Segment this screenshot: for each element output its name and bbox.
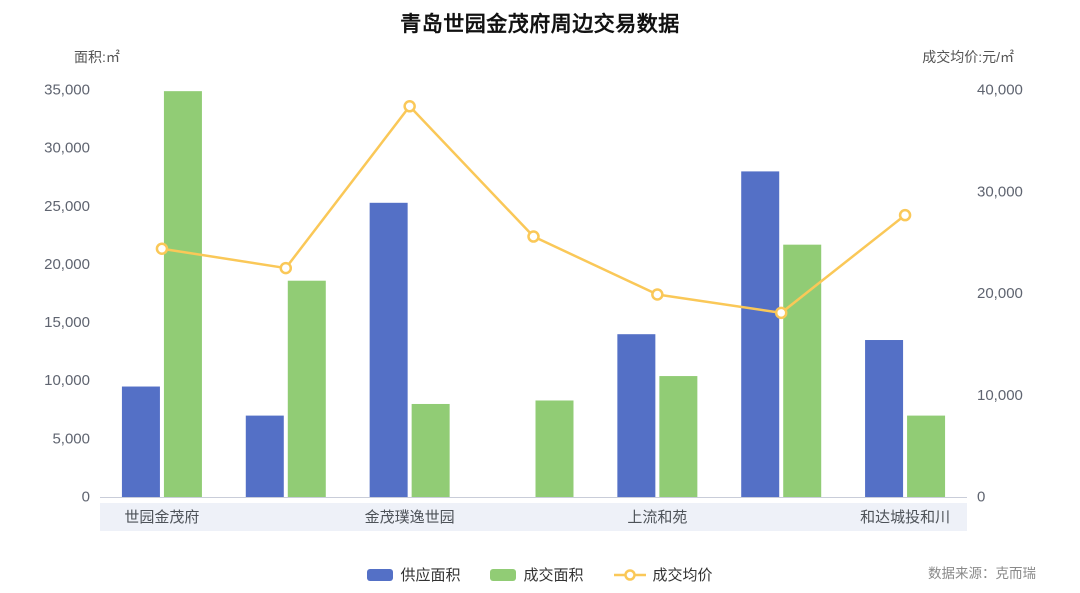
right-axis-tick-label: 10,000 — [977, 387, 1023, 404]
deal-area-bar — [783, 244, 822, 497]
price-legend-marker-icon — [613, 568, 646, 581]
left-axis-tick-label: 30,000 — [44, 140, 90, 157]
price-point-marker — [774, 306, 788, 320]
right-axis-unit-label: 成交均价:元/㎡ — [922, 49, 1014, 65]
price-point-marker — [403, 100, 416, 113]
legend-label-deal: 成交面积 — [523, 567, 584, 584]
x-axis-category-label: 上流和苑 — [627, 509, 687, 526]
supply-area-bar — [121, 386, 160, 497]
legend: 供应面积 成交面积 成交均价 — [0, 564, 1080, 585]
supply-area-bar — [865, 340, 904, 497]
deal-area-bar — [535, 400, 574, 497]
left-axis-tick-label: 35,000 — [44, 82, 90, 99]
price-point-marker — [651, 288, 664, 301]
price-point-marker — [898, 208, 912, 222]
deal-area-bar — [907, 415, 946, 497]
price-point-marker — [279, 261, 293, 275]
x-axis-label-band — [100, 503, 967, 531]
left-axis-tick-label: 5,000 — [52, 430, 90, 447]
chart-title: 青岛世园金茂府周边交易数据 — [400, 13, 680, 36]
right-axis-tick-label: 40,000 — [977, 82, 1023, 99]
price-point-marker — [527, 230, 540, 243]
supply-area-bar — [369, 202, 408, 497]
legend-label-supply: 供应面积 — [400, 567, 461, 584]
legend-item-supply: 供应面积 — [367, 564, 460, 585]
left-axis-unit-label: 面积:㎡ — [74, 49, 120, 65]
supply-area-bar — [741, 171, 780, 497]
left-axis-tick-label: 25,000 — [44, 198, 90, 215]
deal-area-bar — [659, 376, 698, 497]
right-axis-tick-label: 20,000 — [977, 285, 1023, 302]
x-axis-category-label: 世园金茂府 — [124, 509, 199, 526]
supply-legend-marker-icon — [367, 568, 394, 581]
deal-area-bar — [163, 91, 202, 498]
deal-area-bar — [287, 280, 326, 497]
supply-area-bar — [617, 334, 656, 497]
left-axis-tick-label: 0 — [82, 489, 90, 506]
x-axis-category-label: 金茂璞逸世园 — [365, 509, 455, 526]
legend-label-price: 成交均价 — [652, 567, 713, 584]
deal-area-bar — [411, 403, 450, 497]
right-axis-tick-label: 0 — [977, 489, 985, 506]
left-axis-tick-label: 15,000 — [44, 314, 90, 331]
x-axis-category-label: 和达城投和川 — [860, 509, 950, 526]
supply-area-bar — [245, 415, 284, 497]
deal-legend-marker-icon — [490, 568, 517, 581]
legend-item-deal: 成交面积 — [490, 564, 584, 585]
legend-item-price: 成交均价 — [613, 564, 713, 585]
data-source: 数据来源：克而瑞 — [928, 566, 1036, 581]
left-axis-tick-label: 10,000 — [44, 372, 90, 389]
left-axis-tick-label: 20,000 — [44, 256, 90, 273]
right-axis-tick-label: 30,000 — [977, 183, 1023, 200]
price-point-marker — [155, 242, 169, 255]
